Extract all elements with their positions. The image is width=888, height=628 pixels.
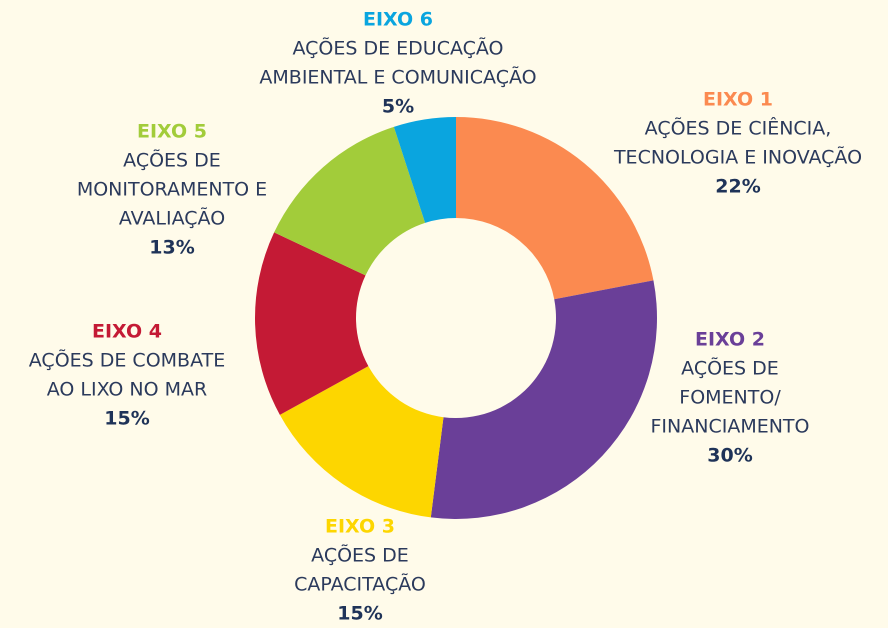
category-description: AÇÕES DE [681,357,779,380]
category-description: FINANCIAMENTO [651,416,810,438]
value-label: 30% [707,445,752,467]
category-name: EIXO 2 [695,329,765,351]
category-description: AÇÕES DE [311,544,409,567]
category-name: EIXO 1 [703,89,773,111]
category-description: AÇÕES DE COMBATE [29,349,225,372]
category-description: AO LIXO NO MAR [47,379,207,401]
category-description: FOMENTO/ [679,387,781,409]
slice [393,117,456,223]
category-name: EIXO 3 [325,516,395,538]
value-label: 22% [715,176,760,198]
category-name: EIXO 5 [137,121,207,143]
slice [279,366,444,518]
value-label: 15% [104,408,149,430]
value-label: 15% [337,603,382,625]
slice [255,232,369,415]
value-label: 5% [382,96,414,118]
category-description: AMBIENTAL E COMUNICAÇÃO [259,66,536,89]
category-description: AÇÕES DE [123,149,221,172]
category-description: AÇÕES DE CIÊNCIA, [645,117,832,140]
category-description: AVALIAÇÃO [119,207,225,230]
category-name: EIXO 6 [363,9,433,31]
category-description: AÇÕES DE EDUCAÇÃO [292,37,503,60]
value-label: 13% [149,237,194,259]
category-description: TECNOLOGIA E INOVAÇÃO [613,146,862,169]
slice [430,280,658,519]
category-name: EIXO 4 [92,321,162,343]
slice [456,117,654,300]
slice [274,126,426,276]
category-description: CAPACITAÇÃO [294,573,426,596]
category-description: MONITORAMENTO E [77,179,267,201]
